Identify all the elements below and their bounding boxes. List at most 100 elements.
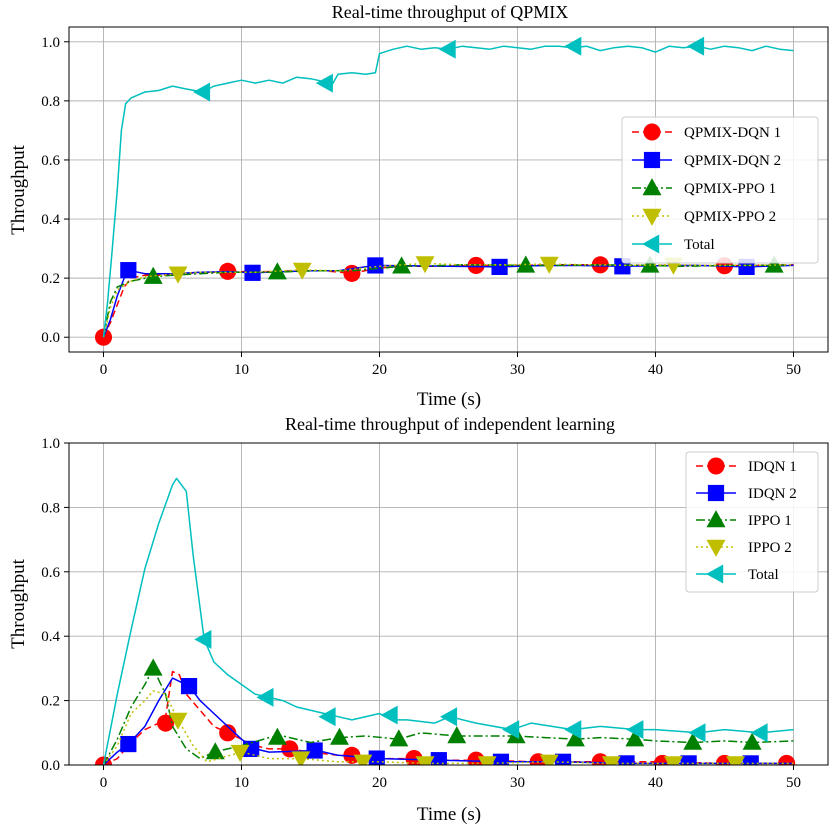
y-tick-label: 0.4 bbox=[41, 212, 60, 228]
legend-swatch bbox=[632, 151, 672, 169]
x-tick-label: 50 bbox=[786, 775, 801, 791]
legend-item: QPMIX-PPO 2 bbox=[632, 208, 776, 226]
square-marker bbox=[120, 735, 137, 753]
triangle-left-marker bbox=[315, 73, 333, 93]
series-qpmix-ppo-2 bbox=[102, 256, 794, 338]
square-marker bbox=[742, 755, 759, 765]
plot-frame bbox=[68, 26, 829, 353]
legend-label: IDQN 2 bbox=[748, 486, 797, 502]
x-tick-label: 20 bbox=[372, 362, 387, 378]
triangle-up-marker bbox=[330, 727, 349, 745]
triangle-left-marker bbox=[440, 707, 458, 727]
legend-swatch bbox=[632, 123, 672, 141]
x-tick-label: 10 bbox=[234, 775, 249, 791]
legend-label: IPPO 1 bbox=[748, 513, 792, 529]
triangle-left-marker bbox=[194, 630, 212, 649]
series-qpmix-ppo-1 bbox=[102, 255, 794, 338]
y-tick-label: 0.8 bbox=[41, 500, 60, 516]
series-ippo-1 bbox=[102, 658, 794, 765]
square-marker bbox=[491, 258, 508, 276]
y-tick-label: 0.6 bbox=[41, 153, 60, 169]
triangle-up-marker bbox=[566, 729, 585, 747]
circle-marker bbox=[343, 746, 361, 764]
legend-item: IPPO 2 bbox=[696, 539, 792, 557]
triangle-down-marker bbox=[477, 756, 497, 765]
y-tick-label: 0.0 bbox=[41, 330, 60, 346]
triangle-up-marker bbox=[764, 255, 784, 273]
circle-marker bbox=[219, 724, 237, 742]
legend-label: IDQN 1 bbox=[748, 459, 797, 475]
square-marker bbox=[306, 742, 323, 759]
triangle-left-marker bbox=[502, 720, 520, 739]
triangle-up-marker bbox=[143, 266, 163, 284]
legend-label: QPMIX-DQN 1 bbox=[684, 125, 781, 141]
triangle-down-marker bbox=[168, 266, 188, 284]
series-idqn-2 bbox=[102, 677, 794, 765]
triangle-down-marker bbox=[539, 256, 559, 274]
y-axis-label: Throughput bbox=[8, 558, 29, 648]
triangle-up-marker bbox=[706, 510, 726, 528]
y-tick-label: 0.2 bbox=[41, 271, 60, 287]
circle-marker bbox=[707, 457, 725, 475]
series-line bbox=[102, 264, 794, 338]
square-marker bbox=[554, 753, 572, 765]
triangle-left-marker bbox=[642, 234, 660, 254]
triangle-up-marker bbox=[143, 658, 163, 676]
triangle-left-marker bbox=[626, 720, 644, 739]
triangle-up-marker bbox=[267, 727, 287, 745]
triangle-up-marker bbox=[625, 729, 645, 747]
series-qpmix-dqn-1 bbox=[94, 256, 794, 346]
axis-ticks: 0 10 20 30 40 50 0.0 0.2 0.4 0.6 0.8 1.0 bbox=[41, 35, 801, 378]
series-line bbox=[102, 264, 794, 338]
triangle-down-marker bbox=[706, 539, 726, 557]
series-line bbox=[102, 690, 794, 765]
x-tick-label: 20 bbox=[372, 775, 387, 791]
triangle-down-marker bbox=[230, 744, 250, 762]
legend-item: QPMIX-DQN 1 bbox=[632, 123, 781, 141]
square-marker bbox=[643, 151, 661, 169]
y-tick-label: 0.0 bbox=[41, 758, 60, 774]
square-marker bbox=[492, 753, 510, 765]
triangle-down-marker bbox=[353, 754, 373, 765]
triangle-left-marker bbox=[688, 723, 706, 743]
series-idqn-1 bbox=[94, 670, 796, 765]
triangle-left-marker bbox=[706, 564, 724, 584]
series-group bbox=[94, 477, 796, 765]
triangle-up-marker bbox=[267, 262, 287, 280]
chart-title: Real-time throughput of QPMIX bbox=[332, 2, 568, 22]
legend-box bbox=[621, 116, 819, 264]
chart-title: Real-time throughput of independent lear… bbox=[285, 414, 615, 434]
legend-label: QPMIX-DQN 2 bbox=[684, 153, 781, 169]
legend-swatch bbox=[696, 564, 736, 584]
legend-item: Total bbox=[632, 234, 715, 254]
legend-label: IPPO 2 bbox=[748, 540, 792, 556]
triangle-up-marker bbox=[392, 256, 411, 274]
x-tick-label: 0 bbox=[100, 362, 108, 378]
legend-label: QPMIX-PPO 2 bbox=[684, 209, 776, 225]
series-qpmix-dqn-2 bbox=[102, 257, 794, 338]
square-marker bbox=[120, 262, 137, 279]
circle-marker bbox=[157, 714, 175, 732]
x-tick-label: 30 bbox=[510, 775, 525, 791]
x-tick-label: 40 bbox=[648, 775, 663, 791]
y-tick-label: 0.8 bbox=[41, 94, 60, 110]
legend-item: QPMIX-DQN 2 bbox=[632, 151, 781, 169]
triangle-up-marker bbox=[640, 255, 660, 273]
triangle-down-marker bbox=[291, 751, 311, 765]
triangle-up-marker bbox=[389, 729, 409, 747]
square-marker bbox=[368, 750, 385, 765]
legend-swatch bbox=[632, 178, 672, 196]
triangle-down-marker bbox=[601, 756, 621, 765]
legend-swatch bbox=[632, 234, 672, 254]
legend-item: IDQN 2 bbox=[696, 484, 797, 502]
series-line bbox=[102, 677, 794, 765]
x-tick-label: 40 bbox=[648, 362, 663, 378]
plot-frame bbox=[68, 442, 829, 766]
triangle-left-marker bbox=[256, 687, 274, 707]
legend: QPMIX-DQN 1 QPMIX-DQN 2 QPMIX-PPO 1 QPMI… bbox=[621, 116, 819, 264]
legend-item: IPPO 1 bbox=[696, 510, 792, 529]
legend-swatch bbox=[696, 457, 736, 475]
y-tick-label: 0.6 bbox=[41, 565, 60, 581]
axis-ticks: 0 10 20 30 40 50 0.0 0.2 0.4 0.6 0.8 1.0 bbox=[41, 436, 801, 791]
